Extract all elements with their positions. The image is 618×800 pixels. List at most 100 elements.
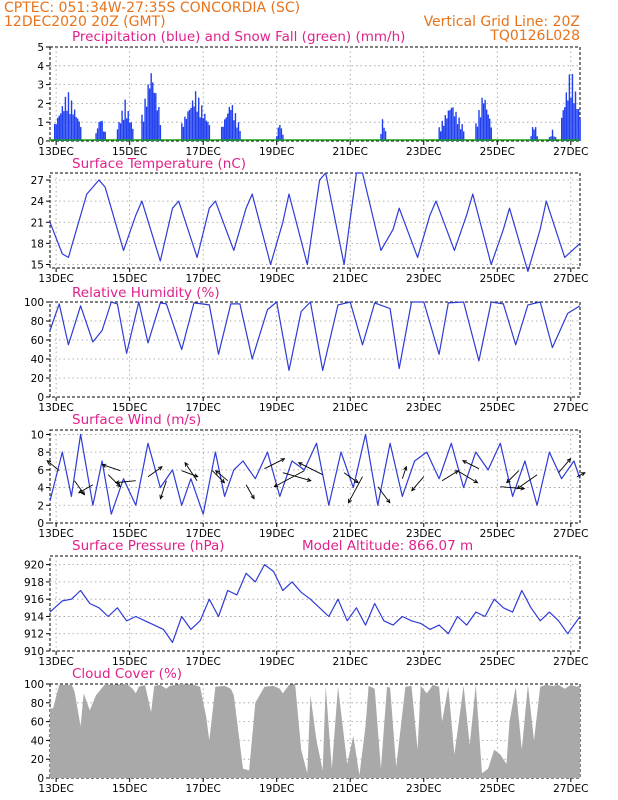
precipitation-bar (561, 117, 563, 141)
wind-y-tick-label: 10 (31, 429, 44, 441)
wind-arrow (457, 470, 479, 484)
wind-arrow-head (214, 470, 220, 475)
precipitation-bar (58, 115, 60, 141)
precipitation-bar (568, 74, 571, 141)
wind-arrow-head (473, 479, 479, 484)
pressure-x-tick-label: 17DEC (185, 656, 220, 668)
wind-y-tick-label: 0 (37, 518, 44, 530)
temperature-title: Surface Temperature (nC) (72, 156, 246, 172)
precip-y-tick-label: 1 (37, 117, 44, 129)
precipitation-bar (129, 122, 131, 141)
pressure-x-tick-label: 21DEC (333, 656, 368, 668)
precipitation-bar (227, 113, 229, 141)
precipitation-bar (222, 126, 224, 141)
precipitation-bar (533, 129, 535, 141)
precipitation-bar (383, 127, 385, 141)
wind-arrow-shaft (215, 470, 228, 482)
precipitation-bar (141, 114, 143, 141)
pressure-x-axis: 13DEC 15DEC 17DEC 19DEC 21DEC 23DEC 25DEC 27DEC (38, 651, 589, 668)
precipitation-bar (453, 116, 456, 141)
wind-arrow-shaft (46, 460, 60, 472)
precipitation-bar (184, 116, 186, 141)
precipitation-bar (489, 118, 491, 141)
humidity-x-tick-label: 13DEC (38, 402, 73, 414)
temperature-x-tick-label: 21DEC (333, 273, 368, 285)
precipitation-bar (490, 127, 492, 141)
cloud-x-tick-label: 19DEC (259, 783, 294, 795)
wind-grid (50, 430, 580, 523)
pressure-x-tick-label: 27DEC (553, 656, 588, 668)
precipitation-x-axis: 13DEC 15DEC 17DEC 19DEC 21DEC 23DEC 25DEC 27DEC (38, 141, 589, 158)
header-station: CPTEC: 051:34W-27:35S CONCORDIA (SC) (4, 0, 300, 16)
humidity-panel: Relative Humidity (%) 0 20 40 60 80 100 13DEC… (24, 285, 589, 414)
wind-arrow-shaft (343, 472, 359, 484)
humidity-title: Relative Humidity (%) (72, 285, 220, 301)
cloud-cover-fill (50, 684, 580, 778)
precipitation-bar (187, 111, 189, 141)
wind-arrow-shaft (78, 484, 94, 494)
cloud-y-tick-label: 20 (31, 754, 44, 766)
wind-x-tick-label: 19DEC (259, 528, 294, 540)
humidity-frame (49, 301, 581, 398)
precip-x-tick-label: 13DEC (38, 146, 73, 158)
precipitation-bar (153, 92, 155, 141)
wind-arrow-shaft (184, 462, 198, 481)
wind-arrow-shaft (441, 470, 459, 482)
precipitation-bar (380, 133, 382, 141)
cloud-x-tick-label: 15DEC (112, 783, 147, 795)
wind-arrow-shaft (506, 470, 520, 484)
precipitation-bar (550, 136, 552, 141)
precipitation-bar (282, 134, 284, 141)
wind-arrow (273, 470, 305, 488)
wind-x-tick-label: 13DEC (38, 528, 73, 540)
temperature-x-tick-label: 19DEC (259, 273, 294, 285)
wind-arrow (441, 470, 459, 482)
wind-x-tick-label: 27DEC (553, 528, 588, 540)
cloud-x-tick-label: 17DEC (185, 783, 220, 795)
precipitation-grid (50, 47, 580, 141)
precipitation-bar (119, 123, 122, 141)
precip-x-tick-label: 17DEC (185, 146, 220, 158)
precipitation-bar (438, 127, 440, 141)
precipitation-bar (104, 131, 106, 141)
precipitation-bar (76, 118, 79, 141)
precipitation-bar (485, 109, 488, 141)
precip-y-tick-label: 2 (37, 98, 44, 110)
precipitation-bar (190, 107, 192, 141)
pressure-series (49, 563, 581, 644)
precipitation-bar (455, 111, 457, 141)
precipitation-bar (487, 114, 489, 141)
precipitation-bar (145, 106, 148, 141)
wind-arrow-shaft (274, 470, 305, 488)
humidity-x-tick-label: 25DEC (480, 402, 515, 414)
wind-arrow-head (580, 472, 586, 477)
humidity-y-tick-label: 0 (37, 392, 44, 404)
precipitation-bar (440, 131, 442, 141)
precipitation-bar (60, 113, 62, 141)
precipitation-bar (122, 119, 125, 141)
precipitation-bar (207, 122, 209, 141)
wind-arrow-head (158, 466, 163, 471)
precipitation-bar (461, 124, 463, 141)
wind-title: Surface Wind (m/s) (72, 412, 201, 428)
precipitation-title: Precipitation (blue) and Snow Fall (gree… (72, 29, 405, 45)
temperature-frame (49, 172, 581, 269)
precipitation-bar (452, 107, 454, 141)
precipitation-bar (73, 109, 76, 141)
precipitation-bar (450, 107, 453, 141)
precipitation-bar (182, 126, 185, 141)
wind-arrow-head (101, 463, 107, 468)
precipitation-bars (50, 73, 581, 141)
temperature-x-axis: 13DEC 15DEC 17DEC 19DEC 21DEC 23DEC 25DEC 27DEC (38, 268, 589, 285)
precipitation-bar (194, 91, 197, 141)
humidity-y-tick-label: 80 (31, 316, 44, 328)
humidity-x-tick-label: 19DEC (259, 402, 294, 414)
precipitation-bar (191, 100, 194, 141)
wind-arrow-shaft (558, 458, 571, 474)
precipitation-bar (72, 114, 74, 141)
cloud-x-tick-label: 21DEC (333, 783, 368, 795)
precipitation-bar (127, 111, 129, 141)
cloud-x-tick-label: 23DEC (406, 783, 441, 795)
precipitation-bar (570, 97, 572, 141)
wind-y-tick-label: 6 (37, 465, 44, 477)
